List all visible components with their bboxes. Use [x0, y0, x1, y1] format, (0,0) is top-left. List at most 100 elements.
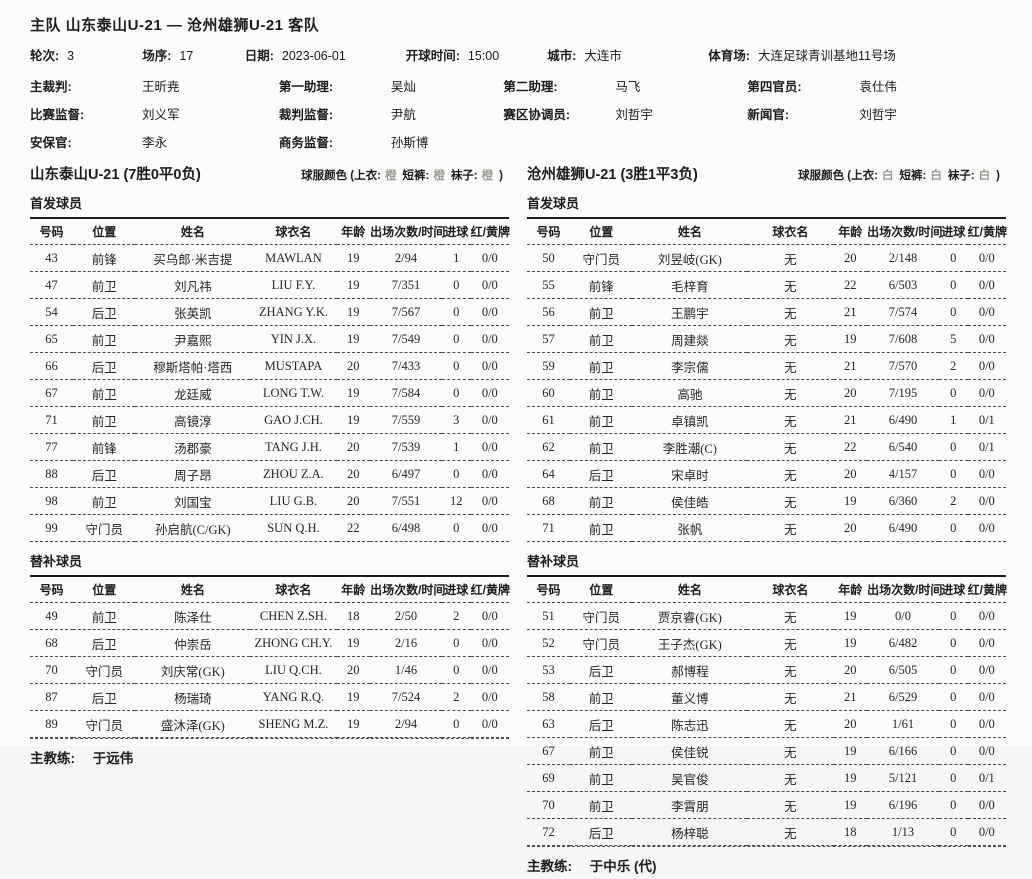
player-cell: 0/0 [967, 379, 1006, 407]
player-row: 62 前卫 李胜潮(C) 无 22 6/540 0 0/1 [527, 433, 1006, 461]
coach-name-home: 于远伟 [92, 751, 134, 766]
column-header: 位置 [73, 575, 136, 603]
official-item-label: 商务监督: [278, 136, 334, 150]
player-cell: 0/0 [967, 818, 1006, 846]
player-cell: 20 [833, 710, 868, 738]
match-info-item-value: 大连市 [584, 49, 622, 63]
player-cell: 0/0 [470, 514, 509, 542]
player-cell: 70 [30, 656, 74, 684]
player-cell: 前卫 [570, 433, 633, 461]
starters-table-away: 号码 位置 姓名 球衣名 年龄 出场次数/时间 进球 红/黄牌 50 守门员 刘昱岐(GK) 无 20… [527, 217, 1007, 542]
player-cell: 前卫 [73, 406, 136, 434]
kit-colors-away: 球服颜色 (上衣: 白短裤: 白袜子: 白) [798, 170, 1000, 182]
player-row: 58 前卫 董义博无 21 6/529 0 0/0 [527, 683, 1006, 711]
player-row: 88 后卫 周子昂 ZHOU Z.A. 20 6/497 0 0/0 [30, 460, 509, 488]
player-row: 67 前卫 侯佳锐无 19 6/166 0 0/0 [527, 737, 1006, 765]
player-cell: 后卫 [73, 683, 136, 711]
official-item: 新闻官: 刘哲宇 [747, 104, 1006, 123]
player-row: 57 前卫 周建燚无 19 7/608 5 0/0 [527, 325, 1006, 353]
player-cell: 72 [527, 818, 571, 846]
player-cell: 李宗儒 [632, 352, 748, 380]
player-cell: 守门员 [73, 656, 136, 684]
player-cell: 0 [938, 818, 968, 846]
player-cell: 孙启航(C/GK) [135, 514, 251, 542]
column-header: 年龄 [833, 575, 868, 603]
player-cell: 7/524 [370, 683, 442, 711]
official-item-value: 李永 [142, 136, 168, 150]
player-cell: 98 [30, 487, 74, 515]
match-info-item: 体育场: 大连足球青训基地11号场 [708, 45, 1006, 64]
player-cell: 71 [30, 406, 74, 434]
player-row: 89 守门员 盛沐泽(GK) SHENG M.Z. 19 2/94 0 0/0 [30, 710, 509, 738]
player-cell: 0 [441, 271, 471, 299]
player-cell: SUN Q.H. [250, 514, 337, 542]
player-cell: 前卫 [570, 514, 633, 542]
player-cell: 高镜淳 [135, 406, 251, 434]
player-cell: 7/559 [370, 406, 442, 434]
player-cell: 20 [336, 460, 371, 488]
table-header-row: 号码 位置 姓名 球衣名 年龄 出场次数/时间 进球 红/黄牌 [30, 575, 510, 603]
player-cell: 无 [747, 433, 834, 461]
player-cell: 张英凯 [135, 298, 251, 326]
player-row: 68 后卫 仲崇岳 ZHONG CH.Y. 19 2/16 0 0/0 [30, 629, 509, 657]
player-row: 55 前锋 毛梓育无 22 6/503 0 0/0 [527, 271, 1006, 299]
table-header-row: 号码 位置 姓名 球衣名 年龄 出场次数/时间 进球 红/黄牌 [527, 217, 1007, 245]
player-row: 64 后卫 宋卓时无 20 4/157 0 0/0 [527, 460, 1006, 488]
match-info-item: 轮次: 3 [30, 45, 142, 64]
player-cell: 0 [441, 325, 471, 353]
player-cell: 0 [441, 298, 471, 326]
player-row: 54 后卫 张英凯 ZHANG Y.K. 19 7/567 0 0/0 [30, 298, 509, 326]
player-cell: 买乌郎·米吉提 [135, 244, 251, 272]
player-row: 52 守门员 王子杰(GK) 无 19 6/482 0 0/0 [527, 629, 1006, 657]
column-header: 号码 [30, 217, 74, 245]
player-cell: 0 [938, 379, 968, 407]
player-cell: LIU G.B. [250, 487, 337, 515]
player-cell: 陈志迅 [632, 710, 748, 738]
player-cell: 2/94 [370, 244, 442, 272]
player-cell: 6/503 [867, 271, 939, 299]
column-header: 出场次数/时间 [867, 575, 942, 603]
player-cell: 0/0 [967, 683, 1006, 711]
player-cell: 5 [938, 325, 968, 353]
player-cell: 0/0 [470, 379, 509, 407]
player-cell: 后卫 [73, 629, 136, 657]
column-header: 球衣名 [747, 217, 834, 245]
player-cell: 20 [336, 487, 371, 515]
player-cell: 20 [336, 656, 371, 684]
column-header: 位置 [570, 217, 633, 245]
player-cell: 守门员 [570, 629, 633, 657]
player-cell: 69 [527, 764, 571, 792]
column-header: 出场次数/时间 [867, 217, 942, 245]
player-cell: 0/1 [967, 406, 1006, 434]
column-header: 红/黄牌 [470, 217, 510, 245]
player-cell: 0 [441, 352, 471, 380]
player-cell: 67 [527, 737, 571, 765]
player-cell: 无 [747, 244, 834, 272]
match-sheet: 主队 山东泰山U-21 — 沧州雄狮U-21 客队 轮次: 3 场序: 17 日期: 20… [30, 17, 1007, 874]
player-cell: 19 [336, 325, 371, 353]
player-cell: 前卫 [73, 325, 136, 353]
player-cell: 22 [833, 433, 868, 461]
player-cell: 前卫 [570, 379, 633, 407]
official-item-label: 比赛监督: [30, 108, 85, 122]
table-header-row: 号码 位置 姓名 球衣名 年龄 出场次数/时间 进球 红/黄牌 [30, 217, 510, 245]
player-cell: 周建燚 [632, 325, 748, 353]
match-info-item-label: 开球时间: [405, 49, 460, 63]
player-cell: 前卫 [570, 683, 633, 711]
player-row: 51 守门员 贾京睿(GK) 无 19 0/0 0 0/0 [527, 602, 1006, 630]
player-cell: 守门员 [73, 710, 136, 738]
official-item: 赛区协调员: 刘哲宇 [503, 104, 747, 123]
coach-row-away: 主教练: 于中乐 (代) [527, 846, 1006, 879]
team-column-away: 沧州雄狮U-21 (3胜1平3负) 球服颜色 (上衣: 白短裤: 白袜子: 白) 首发… [527, 163, 1007, 874]
player-cell: 2 [441, 683, 471, 711]
player-cell: 穆斯塔帕·塔西 [135, 352, 251, 380]
player-cell: 21 [833, 406, 868, 434]
player-row: 59 前卫 李宗儒无 21 7/570 2 0/0 [527, 352, 1006, 380]
player-cell: 0 [938, 629, 968, 657]
player-cell: 6/490 [867, 406, 939, 434]
player-cell: 2 [938, 352, 968, 380]
player-row: 99 守门员 孙启航(C/GK) SUN Q.H. 22 6/498 0 0/0 [30, 514, 509, 542]
match-info-item-value: 大连足球青训基地11号场 [757, 49, 896, 63]
player-row: 87 后卫 杨瑞琦 YANG R.Q. 19 7/524 2 0/0 [30, 683, 509, 711]
player-cell: 0/0 [470, 406, 509, 434]
